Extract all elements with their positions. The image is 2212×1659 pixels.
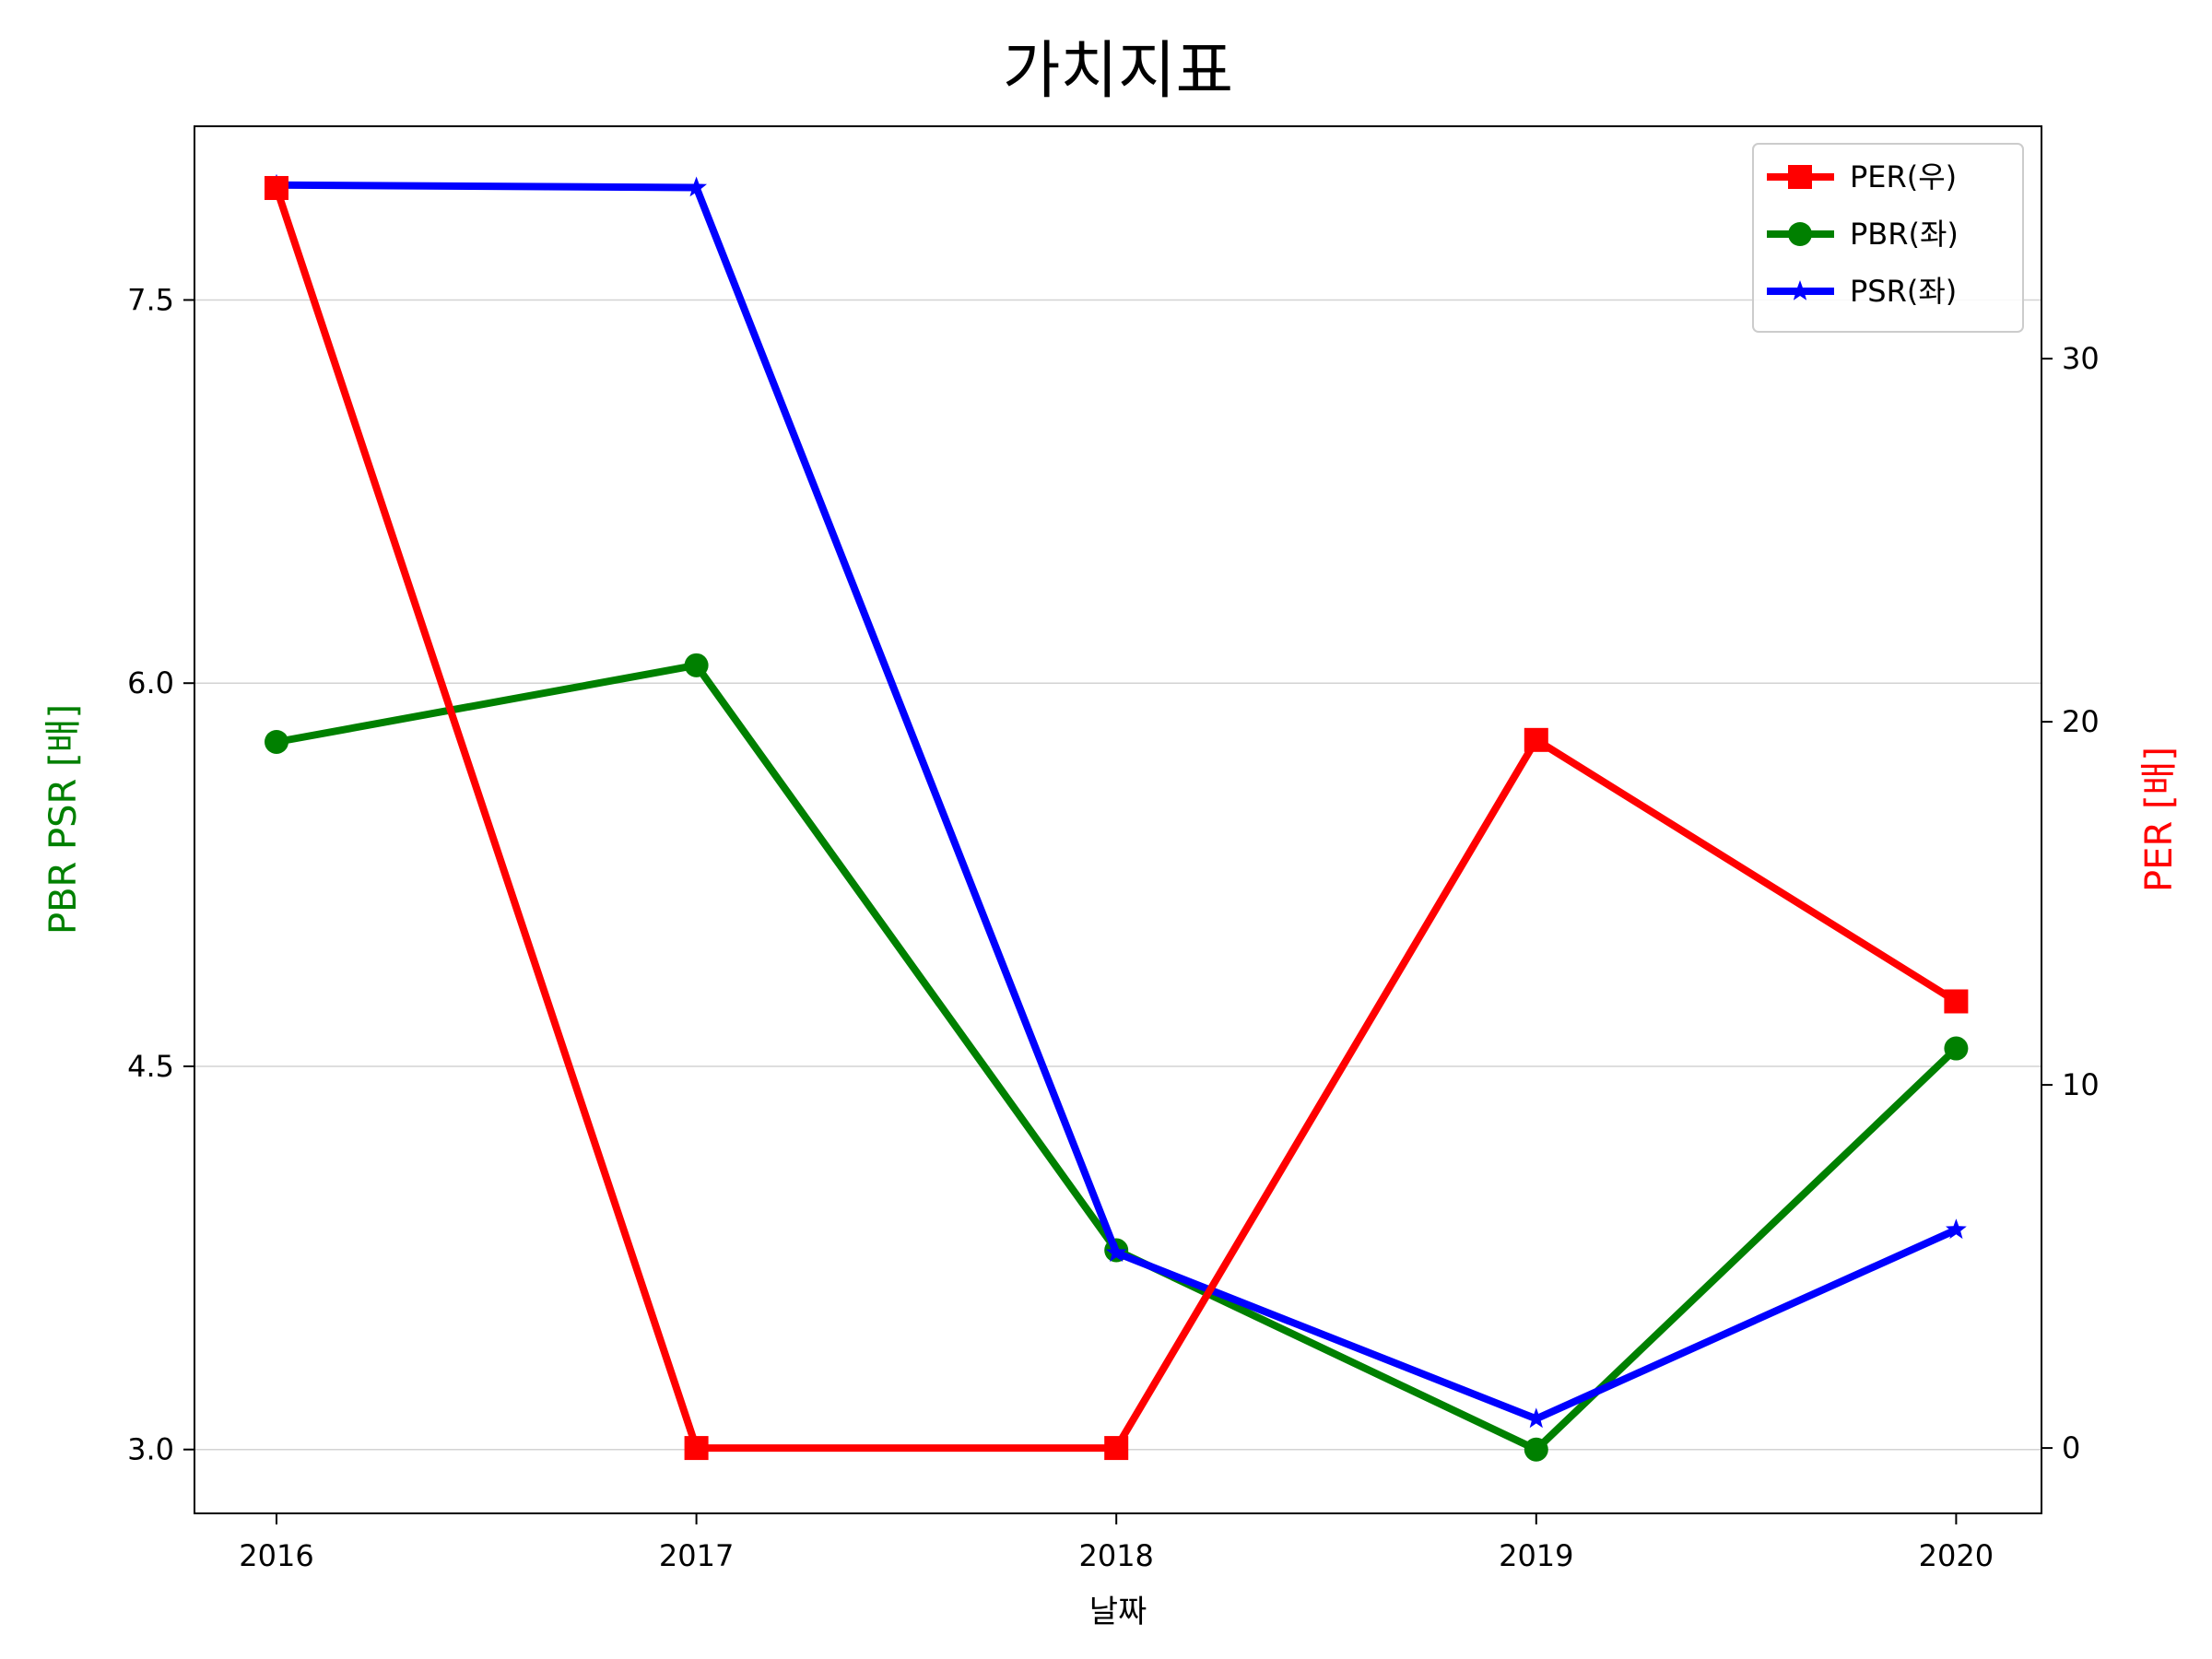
legend-item-psr: PSR(좌)	[1767, 274, 1957, 309]
per-point	[684, 1436, 709, 1461]
right-y-axis: 0 10 20 30	[2041, 341, 2100, 1465]
left-y-axis: 3.0 4.5 6.0 7.5	[127, 282, 194, 1467]
x-tick-label: 2019	[1499, 1538, 1573, 1573]
x-tick-label: 2016	[239, 1538, 313, 1573]
x-tick-label: 2017	[659, 1538, 734, 1573]
x-axis: 2016 2017 2018 2019 2020	[239, 1513, 1994, 1573]
legend-marker	[1789, 280, 1811, 300]
right-tick-label: 20	[2062, 704, 2100, 739]
per-series	[265, 175, 1969, 1461]
x-axis-label: 날짜	[1089, 1594, 1147, 1630]
per-point	[1104, 1436, 1129, 1461]
left-y-axis-label: PBR PSR [배]	[42, 704, 85, 935]
per-point	[1944, 989, 1969, 1014]
legend-marker	[1788, 222, 1812, 246]
right-tick-label: 30	[2062, 341, 2100, 376]
legend-label: PBR(좌)	[1850, 217, 1959, 252]
left-tick-label: 4.5	[127, 1049, 174, 1084]
series-lines	[265, 173, 1969, 1462]
legend-box	[1752, 143, 2024, 333]
x-tick-label: 2020	[1919, 1538, 1994, 1573]
legend-item-per: PER(우)	[1767, 159, 1957, 194]
plot-frame	[194, 125, 2042, 1514]
chart-title: 가치지표	[1003, 35, 1233, 108]
psr-point	[1525, 1407, 1547, 1429]
legend-marker	[1788, 165, 1812, 189]
psr-line	[276, 181, 1959, 1423]
legend-label: PER(우)	[1850, 159, 1957, 194]
legend-item-pbr: PBR(좌)	[1767, 217, 1959, 252]
pbr-point	[265, 729, 288, 754]
pbr-point	[1524, 1437, 1548, 1462]
x-tick-label: 2018	[1078, 1538, 1153, 1573]
psr-point	[1105, 1241, 1127, 1262]
psr-point	[686, 176, 707, 197]
legend-label: PSR(좌)	[1850, 274, 1957, 309]
left-tick-label: 3.0	[127, 1432, 174, 1467]
right-y-axis-label: PER [배]	[2138, 747, 2181, 892]
right-tick-label: 10	[2062, 1067, 2100, 1102]
legend: PER(우) PBR(좌) PSR(좌)	[1752, 143, 2024, 333]
pbr-point	[1944, 1036, 1969, 1061]
left-tick-label: 6.0	[127, 665, 174, 700]
per-point	[265, 175, 288, 200]
right-tick-label: 0	[2062, 1430, 2080, 1465]
psr-point	[1946, 1218, 1967, 1240]
pbr-line	[276, 661, 1959, 1453]
gridlines	[194, 299, 2041, 1451]
left-tick-label: 7.5	[127, 282, 174, 317]
per-point	[1524, 727, 1548, 752]
pbr-point	[684, 653, 709, 677]
